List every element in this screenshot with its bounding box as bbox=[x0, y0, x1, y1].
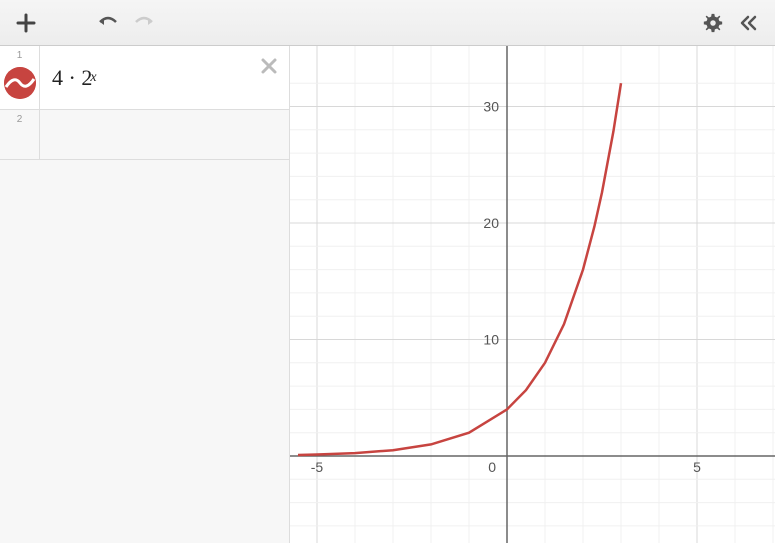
undo-button[interactable] bbox=[90, 5, 126, 41]
redo-icon bbox=[132, 11, 156, 35]
expression-list: 1 4 · 2x 2 bbox=[0, 46, 290, 543]
main-area: 1 4 · 2x 2 bbox=[0, 46, 775, 543]
undo-icon bbox=[96, 11, 120, 35]
chevron-left-icon bbox=[738, 12, 760, 34]
expression-input[interactable]: 4 · 2x bbox=[40, 46, 289, 109]
add-button[interactable] bbox=[8, 5, 44, 41]
svg-text:30: 30 bbox=[483, 99, 499, 115]
svg-text:-5: -5 bbox=[311, 459, 324, 475]
row-gutter: 1 bbox=[0, 46, 40, 109]
collapse-button[interactable] bbox=[731, 5, 767, 41]
expression-row[interactable]: 2 bbox=[0, 110, 289, 160]
swatch-wave-icon bbox=[4, 67, 36, 99]
graph-canvas[interactable]: -505-10102030 bbox=[290, 46, 775, 543]
expression-base: 4 · 2 bbox=[52, 65, 92, 91]
toolbar bbox=[0, 0, 775, 46]
expression-input[interactable] bbox=[40, 110, 289, 159]
redo-button[interactable] bbox=[126, 5, 162, 41]
settings-button[interactable] bbox=[695, 5, 731, 41]
row-number: 2 bbox=[17, 114, 23, 125]
expression-exponent: x bbox=[90, 70, 96, 86]
svg-text:10: 10 bbox=[483, 332, 499, 348]
svg-text:0: 0 bbox=[488, 459, 496, 475]
row-gutter: 2 bbox=[0, 110, 40, 159]
row-number: 1 bbox=[17, 50, 23, 61]
delete-expression-button[interactable] bbox=[257, 54, 281, 78]
svg-text:5: 5 bbox=[693, 459, 701, 475]
color-swatch[interactable] bbox=[4, 67, 36, 99]
close-icon bbox=[259, 56, 279, 76]
graph-svg: -505-10102030 bbox=[290, 46, 775, 543]
gear-icon bbox=[702, 12, 724, 34]
expression-row[interactable]: 1 4 · 2x bbox=[0, 46, 289, 110]
plus-icon bbox=[15, 12, 37, 34]
svg-text:20: 20 bbox=[483, 215, 499, 231]
